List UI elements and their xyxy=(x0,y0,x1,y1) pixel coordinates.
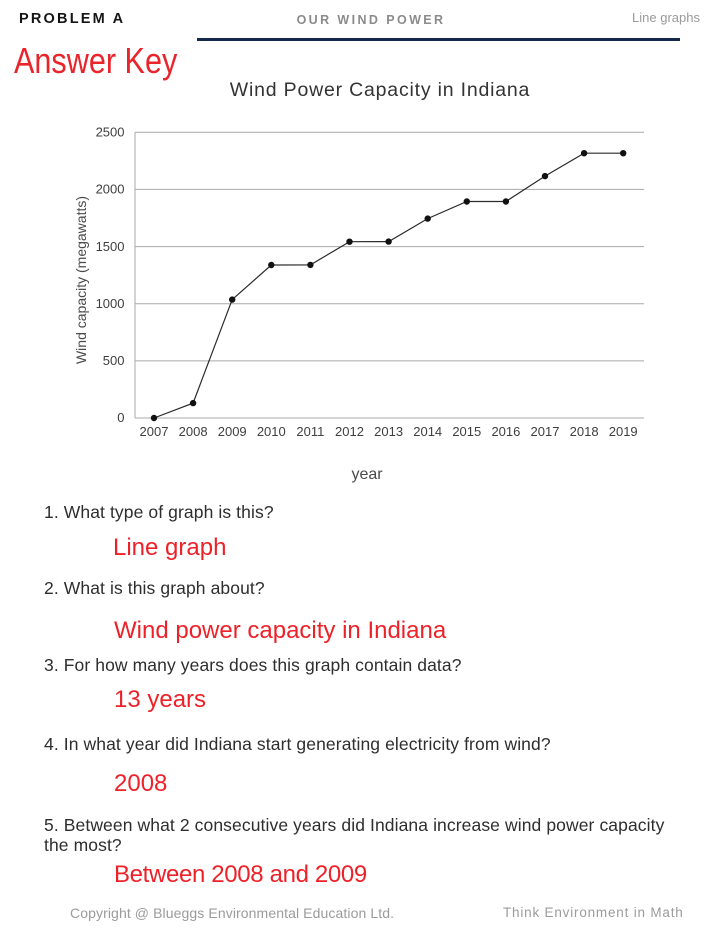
svg-text:1500: 1500 xyxy=(96,239,125,254)
svg-text:2013: 2013 xyxy=(374,424,403,439)
svg-text:2014: 2014 xyxy=(413,424,442,439)
svg-text:2009: 2009 xyxy=(218,424,247,439)
svg-text:2018: 2018 xyxy=(570,424,599,439)
svg-text:2007: 2007 xyxy=(140,424,169,439)
svg-text:Wind capacity (megawatts): Wind capacity (megawatts) xyxy=(73,196,89,364)
svg-text:2019: 2019 xyxy=(609,424,638,439)
svg-text:500: 500 xyxy=(103,353,125,368)
svg-text:2500: 2500 xyxy=(96,125,125,140)
svg-text:2017: 2017 xyxy=(531,424,560,439)
svg-text:2008: 2008 xyxy=(179,424,208,439)
svg-text:1000: 1000 xyxy=(96,296,125,311)
svg-text:2012: 2012 xyxy=(335,424,364,439)
svg-text:0: 0 xyxy=(117,410,124,425)
svg-text:2011: 2011 xyxy=(296,424,324,439)
svg-text:2016: 2016 xyxy=(491,424,520,439)
svg-text:2010: 2010 xyxy=(257,424,286,439)
svg-text:2000: 2000 xyxy=(96,182,125,197)
svg-text:year: year xyxy=(351,466,383,483)
svg-text:2015: 2015 xyxy=(452,424,481,439)
